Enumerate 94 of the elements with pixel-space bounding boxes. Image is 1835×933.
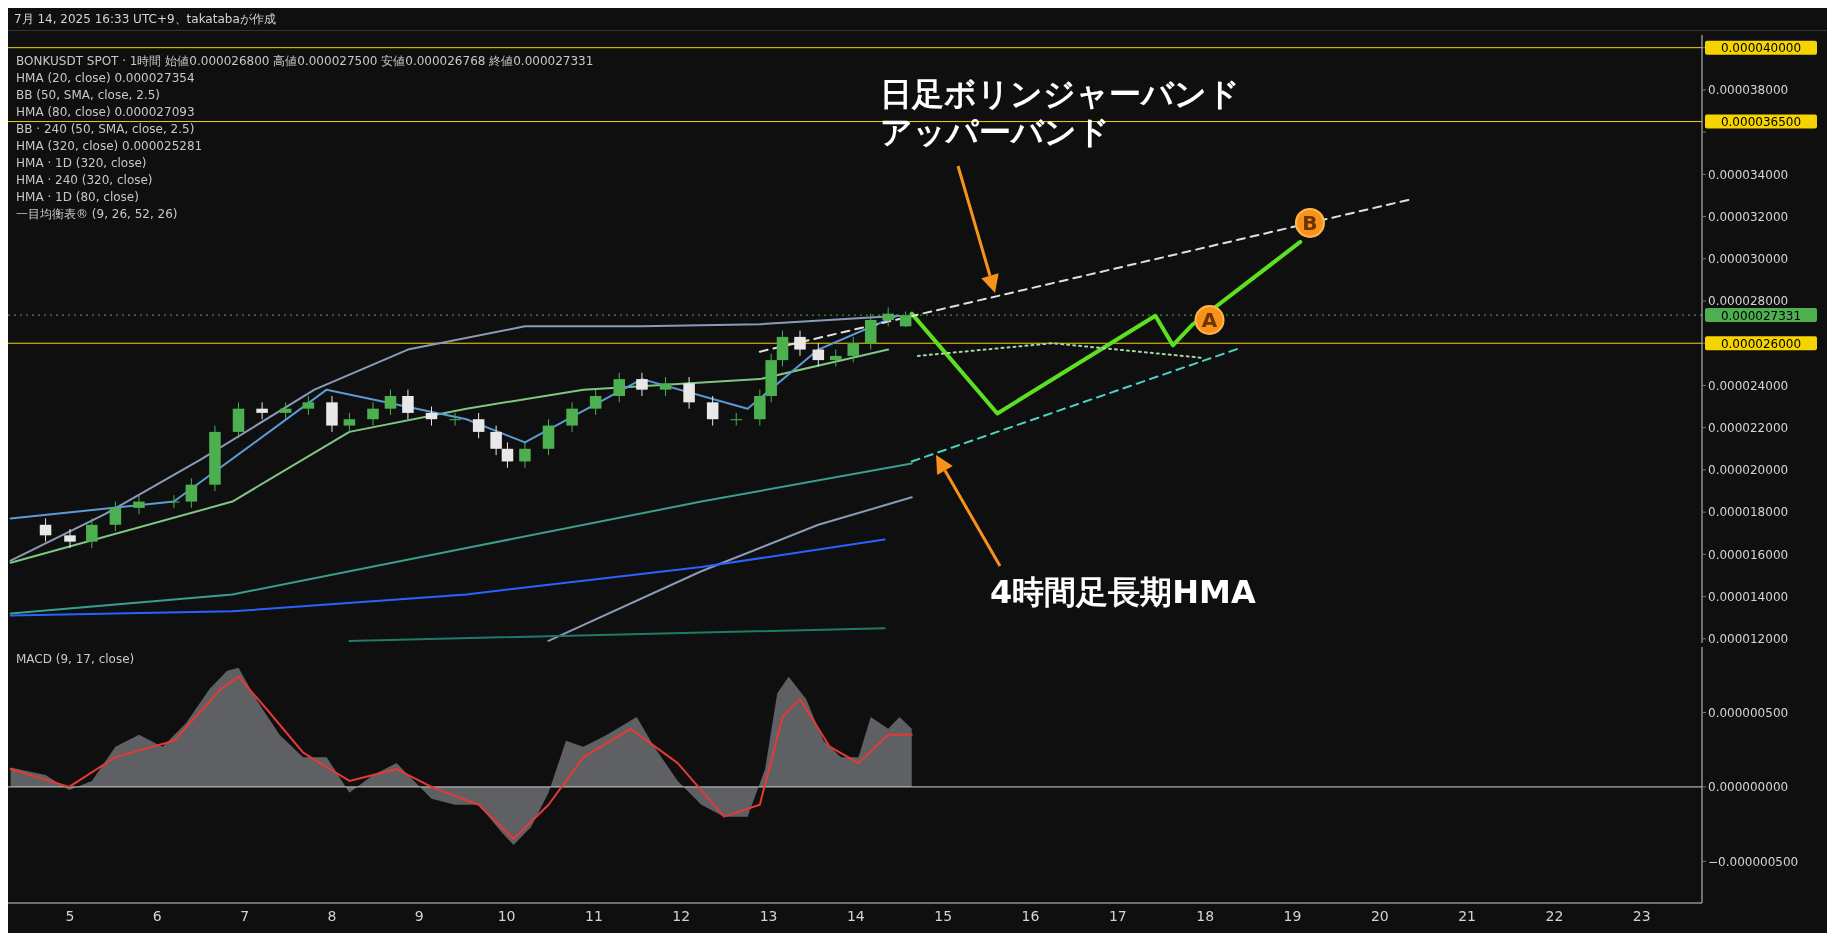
candlestick (706, 395, 719, 427)
x-tick-label: 12 (672, 907, 691, 924)
annotation: B (1302, 210, 1318, 235)
candlestick (472, 412, 485, 439)
annotation: BONKUSDT SPOT · 1時間 始値0.000026800 高値0.000027500 安値0.000026768 終値0.000027331 (16, 54, 594, 68)
x-tick-label: 16 (1021, 907, 1040, 924)
x-tick-label: 14 (846, 907, 865, 924)
annotation: HMA · 1D (320, close) (16, 156, 147, 170)
ref-line-label: 0.000027331 (1720, 308, 1802, 323)
candlestick (384, 389, 397, 416)
y-tick-label: 0.000018000 (1708, 505, 1789, 520)
y-tick-label: 0.000000000 (1708, 780, 1789, 795)
candlestick (302, 395, 315, 416)
candlestick (86, 517, 98, 549)
candlestick (490, 425, 502, 456)
annotation: HMA · 240 (320, close) (16, 173, 153, 187)
annotation: アッパーバンド (880, 113, 1110, 151)
y-tick-label: 0.000022000 (1708, 420, 1789, 435)
candlestick (730, 412, 743, 427)
x-tick-label: 21 (1458, 907, 1477, 924)
candlestick (425, 406, 438, 427)
line-series (9, 462, 913, 615)
x-tick-label: 19 (1283, 907, 1302, 924)
y-tick-label: 0.000012000 (1708, 632, 1789, 647)
x-tick-label: 8 (327, 907, 337, 924)
chart-title: 7月 14, 2025 16:33 UTC+9、takatabaが作成 (8, 8, 1827, 31)
annotation: HMA (20, close) 0.000027354 (16, 71, 195, 85)
x-tick-label: 23 (1632, 907, 1651, 924)
x-tick-label: 17 (1108, 907, 1127, 924)
candlestick (519, 441, 531, 469)
candlestick (185, 477, 198, 509)
candlestick (847, 336, 860, 363)
candlestick (256, 401, 268, 420)
annotation: BB (50, SMA, close, 2.5) (16, 88, 160, 102)
annotation: BB · 240 (50, SMA, close, 2.5) (16, 122, 195, 136)
x-tick-label: 10 (497, 907, 516, 924)
candlestick (326, 395, 338, 433)
candlestick (39, 517, 52, 543)
x-tick-label: 11 (585, 907, 603, 924)
x-tick-label: 9 (414, 907, 424, 924)
y-tick-label: 0.000038000 (1708, 83, 1789, 98)
candlestick (566, 401, 578, 433)
line-series (9, 314, 898, 520)
annotation: 日足ボリンジャーバンド (880, 75, 1240, 113)
candlestick (232, 401, 245, 439)
y-tick-label: 0.000028000 (1708, 294, 1789, 309)
candlestick (402, 389, 414, 420)
x-tick-label: 18 (1196, 907, 1215, 924)
y-tick-label: 0.000000500 (1708, 705, 1789, 720)
candlestick (776, 330, 789, 367)
y-tick-label: −0.000000500 (1708, 854, 1799, 869)
y-tick-label: 0.000034000 (1708, 167, 1789, 182)
annotation: A (1201, 308, 1218, 332)
annotation: HMA · 1D (80, close) (16, 190, 139, 204)
annotation: 4時間足長期HMA (990, 573, 1256, 611)
annotation: HMA (80, close) 0.000027093 (16, 105, 195, 119)
x-tick-label: 7 (240, 907, 250, 924)
x-tick-label: 15 (934, 907, 953, 924)
chart-title: MACD (9, 17, close) (16, 652, 135, 666)
candlestick (133, 494, 145, 515)
candlestick (501, 441, 514, 469)
y-tick-label: 0.000014000 (1708, 589, 1789, 604)
line-series (9, 538, 886, 617)
x-tick-label: 20 (1370, 907, 1389, 924)
y-tick-label: 0.000030000 (1708, 252, 1789, 267)
y-tick-label: 0.000016000 (1708, 547, 1789, 562)
candlestick (542, 418, 555, 456)
ref-line-label: 0.000026000 (1720, 336, 1802, 351)
candlestick (636, 372, 648, 397)
candlestick (589, 389, 602, 416)
x-tick-label: 22 (1545, 907, 1564, 924)
candlestick (613, 372, 626, 403)
x-tick-label: 13 (759, 907, 778, 924)
x-tick-label: 5 (65, 907, 75, 924)
candlestick (659, 376, 672, 397)
annotation: 一目均衡表® (9, 26, 52, 26) (16, 207, 178, 221)
candlestick (812, 342, 825, 367)
line-series (9, 348, 890, 564)
y-tick-label: 0.000024000 (1708, 378, 1789, 393)
y-tick-label: 0.000020000 (1708, 463, 1789, 478)
candlestick (343, 412, 356, 433)
annotation: HMA (320, close) 0.000025281 (16, 139, 203, 153)
y-tick-label: 0.000032000 (1708, 209, 1789, 224)
ref-line-label: 0.000040000 (1720, 41, 1802, 56)
line-series (547, 496, 913, 642)
candlestick (168, 494, 180, 509)
candlestick (882, 306, 894, 327)
ref-line-label: 0.000036500 (1720, 115, 1802, 130)
candlestick (449, 412, 461, 427)
candlestick (64, 528, 76, 549)
candlestick (367, 401, 379, 427)
candlestick (109, 501, 122, 532)
x-tick-label: 6 (152, 907, 162, 924)
candlestick (683, 376, 695, 410)
